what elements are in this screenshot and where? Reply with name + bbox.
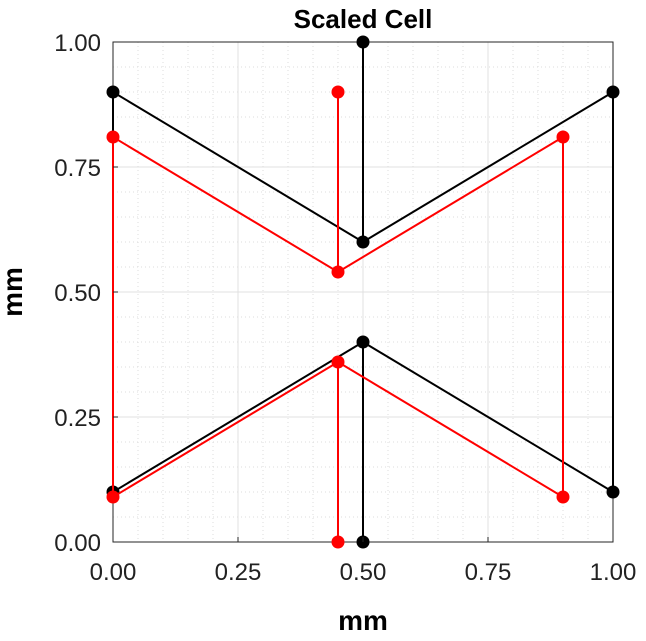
x-tick-label: 0.50 (340, 559, 387, 586)
y-tick-label: 0.50 (54, 280, 101, 307)
series-1-point (331, 535, 345, 549)
series-0-point (606, 485, 620, 499)
series-1-point (331, 265, 345, 279)
series-0-point (356, 335, 370, 349)
y-tick-label: 0.75 (54, 155, 101, 182)
series-1-point (556, 490, 570, 504)
series-1-point (556, 130, 570, 144)
y-tick-label: 1.00 (54, 30, 101, 57)
series-1-point (106, 130, 120, 144)
x-axis-ticks: 0.00 0.25 0.50 0.75 1.00 (90, 537, 637, 586)
x-tick-label: 0.75 (465, 559, 512, 586)
x-tick-label: 1.00 (590, 559, 637, 586)
series-1-point (331, 85, 345, 99)
y-axis-label: mm (0, 267, 28, 317)
y-axis-ticks: 0.00 0.25 0.50 0.75 1.00 (54, 30, 118, 557)
y-tick-label: 0.00 (54, 530, 101, 557)
series-0-point (106, 85, 120, 99)
x-tick-label: 0.25 (215, 559, 262, 586)
x-tick-label: 0.00 (90, 559, 137, 586)
series-0-point (356, 235, 370, 249)
x-axis-label: mm (338, 605, 388, 636)
chart-title: Scaled Cell (294, 4, 433, 34)
series-1-point (331, 355, 345, 369)
series-1 (106, 85, 570, 549)
series-0-point (606, 85, 620, 99)
y-tick-label: 0.25 (54, 405, 101, 432)
series-1-point (106, 490, 120, 504)
series-0-point (356, 35, 370, 49)
